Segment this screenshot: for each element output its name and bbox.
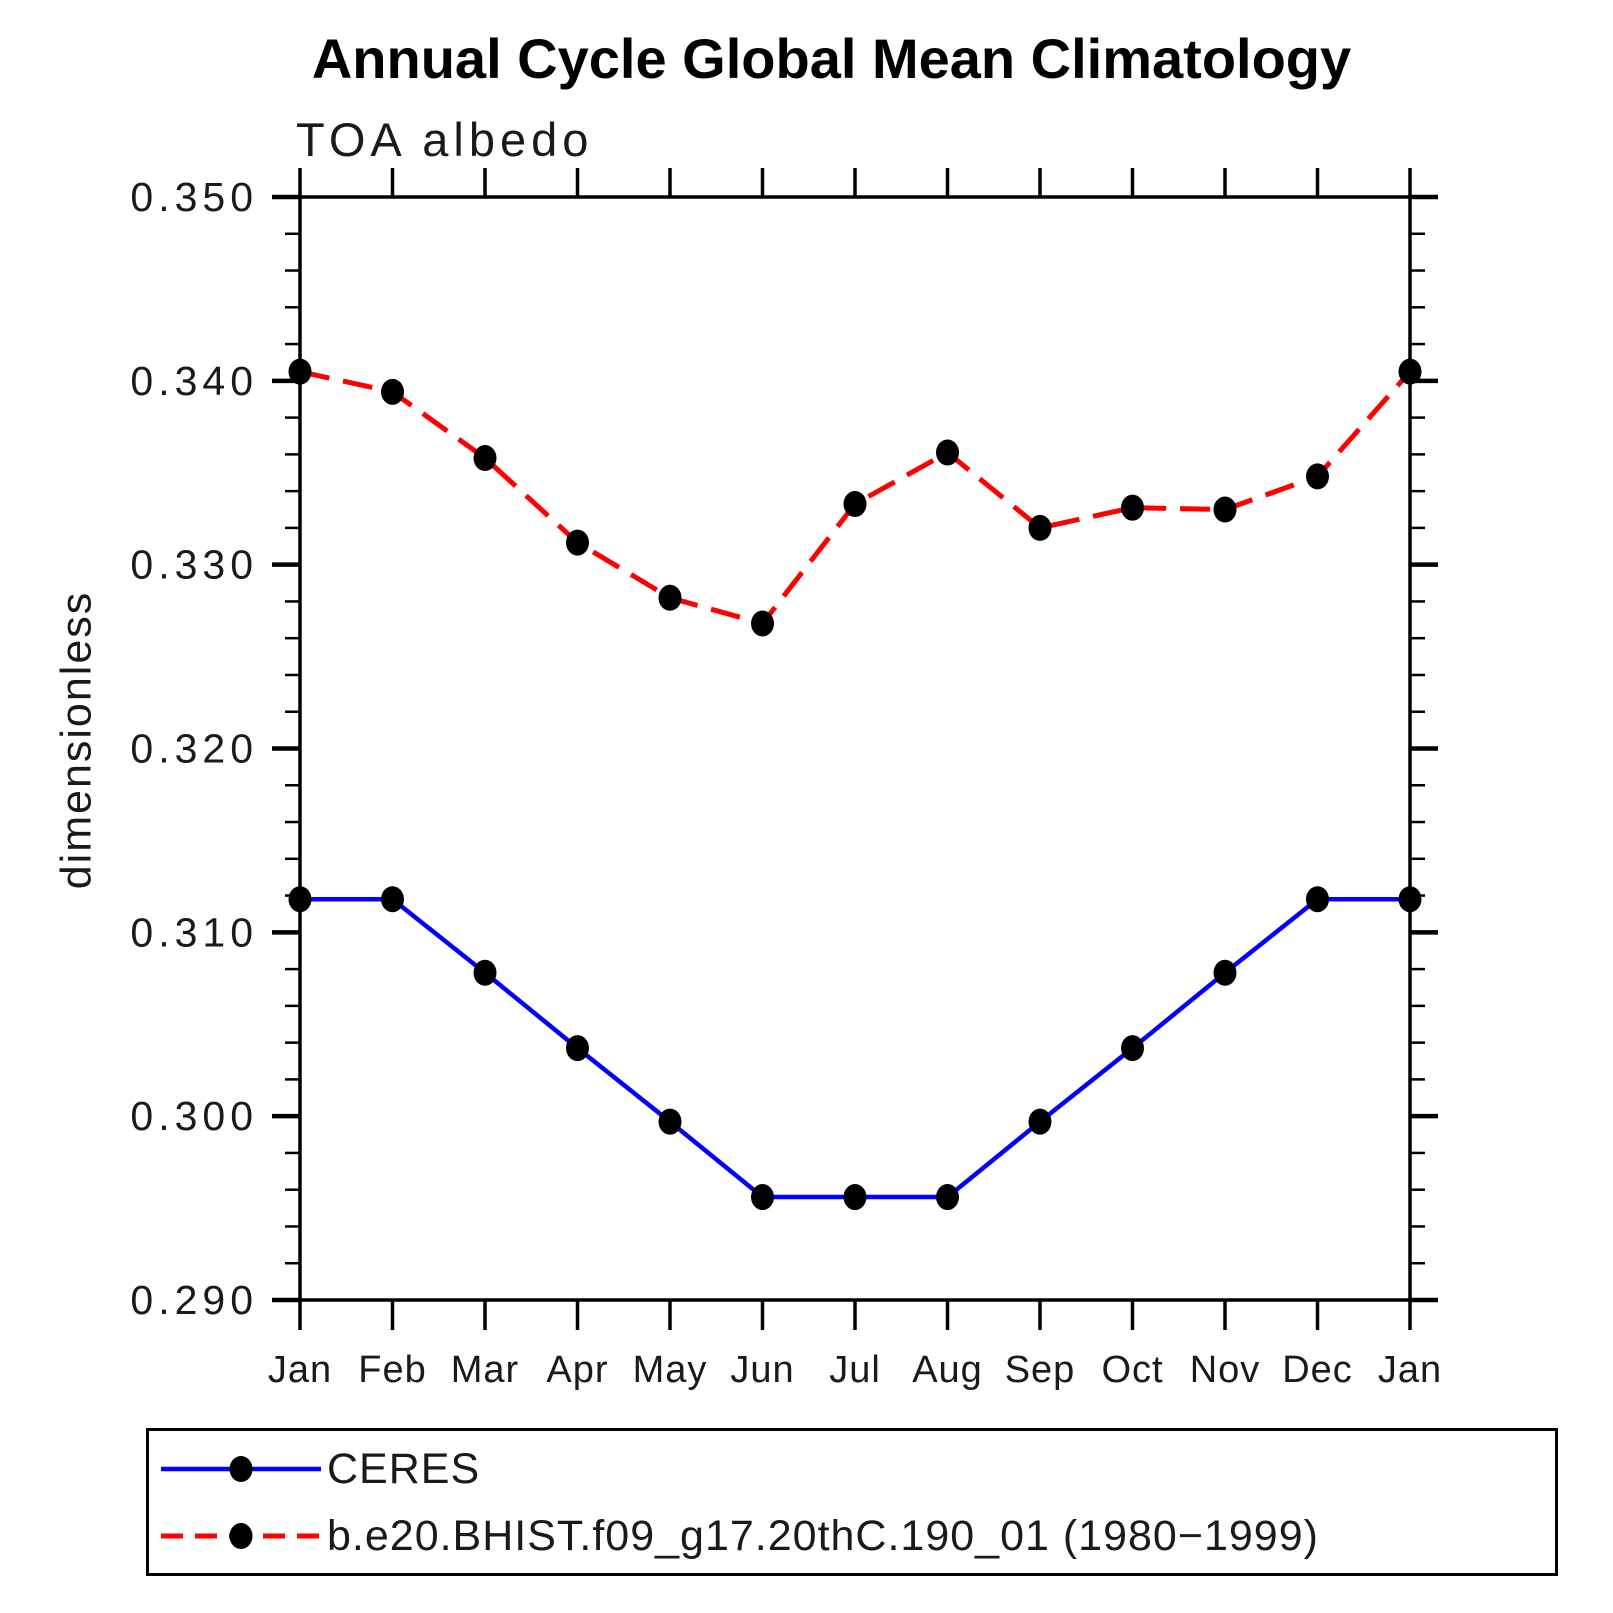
x-tick-label: Jan	[1378, 1349, 1442, 1391]
y-tick-label: 0.300	[130, 1093, 258, 1139]
data-point	[381, 886, 404, 913]
y-tick-label: 0.330	[130, 542, 258, 588]
data-point	[1213, 959, 1237, 986]
data-point	[288, 358, 312, 385]
y-tick-label: 0.310	[130, 909, 258, 955]
legend-label-model: b.e20.BHIST.f09_g17.20thC.190_01 (1980−1…	[327, 1511, 1319, 1560]
y-tick-label: 0.320	[130, 726, 258, 772]
legend-marker-ceres	[229, 1456, 253, 1482]
data-point	[473, 445, 497, 472]
x-tick-label: Jun	[730, 1349, 794, 1391]
x-tick-label: Nov	[1190, 1349, 1261, 1391]
data-point	[1028, 1108, 1052, 1135]
legend-marker-model	[229, 1523, 253, 1549]
y-tick-label: 0.350	[130, 174, 258, 220]
x-tick-label: Dec	[1282, 1349, 1353, 1391]
data-point	[1306, 886, 1329, 913]
data-point	[751, 610, 774, 637]
data-point	[843, 491, 867, 518]
legend-line-sample-ceres	[161, 1456, 321, 1482]
data-point	[658, 1108, 682, 1135]
data-point	[751, 1184, 774, 1211]
plot-subtitle: TOA albedo	[296, 113, 594, 166]
data-point	[1121, 1035, 1144, 1062]
data-point	[1213, 496, 1237, 523]
data-point	[566, 529, 589, 556]
x-tick-label: Aug	[912, 1349, 983, 1391]
data-point	[936, 1184, 959, 1211]
data-point	[566, 1035, 589, 1062]
data-point	[1398, 358, 1422, 385]
legend: CERES b.e20.BHIST.f09_g17.20thC.190_01 (…	[146, 1428, 1558, 1576]
data-point	[1306, 463, 1329, 490]
y-tick-label: 0.290	[130, 1277, 258, 1323]
data-point	[473, 959, 497, 986]
data-point	[843, 1184, 867, 1211]
y-tick-label: 0.340	[130, 358, 258, 404]
x-tick-label: May	[633, 1349, 708, 1391]
x-tick-label: Jul	[829, 1349, 881, 1391]
x-tick-label: Sep	[1005, 1349, 1076, 1391]
data-point	[936, 439, 959, 466]
x-tick-label: Feb	[358, 1349, 426, 1391]
series-line-ceres	[300, 896, 1410, 1200]
legend-item-ceres: CERES	[155, 1445, 480, 1493]
chart-title: Annual Cycle Global Mean Climatology	[311, 27, 1352, 90]
data-point	[381, 378, 404, 405]
data-point	[1398, 886, 1422, 913]
data-point	[658, 584, 682, 611]
x-tick-label: Jan	[268, 1349, 332, 1391]
x-tick-label: Oct	[1101, 1349, 1163, 1391]
legend-line-sample-model	[161, 1523, 321, 1549]
data-point	[288, 886, 312, 913]
legend-item-model: b.e20.BHIST.f09_g17.20thC.190_01 (1980−1…	[155, 1512, 1319, 1560]
data-point	[1028, 514, 1052, 541]
data-point	[1121, 494, 1144, 521]
x-tick-label: Mar	[451, 1349, 519, 1391]
x-tick-label: Apr	[546, 1349, 608, 1391]
legend-label-ceres: CERES	[327, 1444, 481, 1493]
